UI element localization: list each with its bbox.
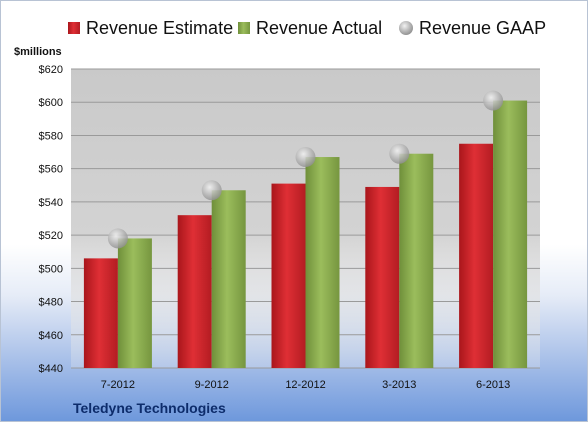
x-tick-label: 7-2012: [101, 379, 135, 391]
bar-revenue-actual: [305, 157, 340, 368]
legend-label-revenue-estimate: Revenue Estimate: [86, 18, 233, 38]
marker-revenue-gaap: [201, 180, 222, 201]
y-tick-label: $540: [39, 197, 63, 209]
bar-revenue-estimate: [459, 143, 494, 368]
legend-marker-revenue-gaap: [399, 21, 413, 35]
x-tick-label: 12-2012: [285, 379, 325, 391]
bar-revenue-estimate: [83, 258, 118, 368]
x-axis-ticks: 7-2012 9-2012 12-2012 3-2013 6-2013: [101, 379, 510, 391]
marker-revenue-gaap: [389, 143, 410, 164]
legend-label-revenue-gaap: Revenue GAAP: [419, 18, 546, 38]
bar-revenue-estimate: [177, 215, 212, 368]
y-tick-label: $480: [39, 297, 63, 309]
company-label: Teledyne Technologies: [73, 400, 226, 416]
y-tick-label: $600: [39, 97, 63, 109]
y-tick-label: $620: [39, 64, 63, 76]
y-tick-label: $580: [39, 130, 63, 142]
legend: Revenue Estimate Revenue Actual Revenue …: [68, 18, 546, 38]
gaap-markers: [107, 90, 504, 249]
y-axis-ticks: $440 $460 $480 $500 $520 $540 $560 $580 $600 $620: [39, 64, 63, 375]
marker-revenue-gaap: [107, 228, 128, 249]
bar-revenue-estimate: [271, 183, 306, 368]
bar-revenue-estimate: [365, 186, 400, 368]
legend-swatch-revenue-estimate: [68, 22, 80, 34]
marker-revenue-gaap: [483, 90, 504, 111]
y-tick-label: $520: [39, 230, 63, 242]
x-tick-label: 9-2012: [195, 379, 229, 391]
marker-revenue-gaap: [295, 147, 316, 168]
y-tick-label: $560: [39, 164, 63, 176]
y-tick-label: $460: [39, 330, 63, 342]
y-unit-label: $millions: [14, 46, 62, 58]
x-tick-label: 6-2013: [476, 379, 510, 391]
x-tick-label: 3-2013: [382, 379, 416, 391]
bar-revenue-actual: [117, 238, 152, 368]
legend-swatch-revenue-actual: [238, 22, 250, 34]
bar-revenue-actual: [493, 100, 528, 369]
y-tick-label: $500: [39, 263, 63, 275]
bar-revenue-actual: [399, 153, 434, 368]
legend-label-revenue-actual: Revenue Actual: [256, 18, 382, 38]
y-tick-label: $440: [39, 363, 63, 375]
bars: [83, 100, 528, 369]
bar-revenue-actual: [211, 190, 246, 368]
